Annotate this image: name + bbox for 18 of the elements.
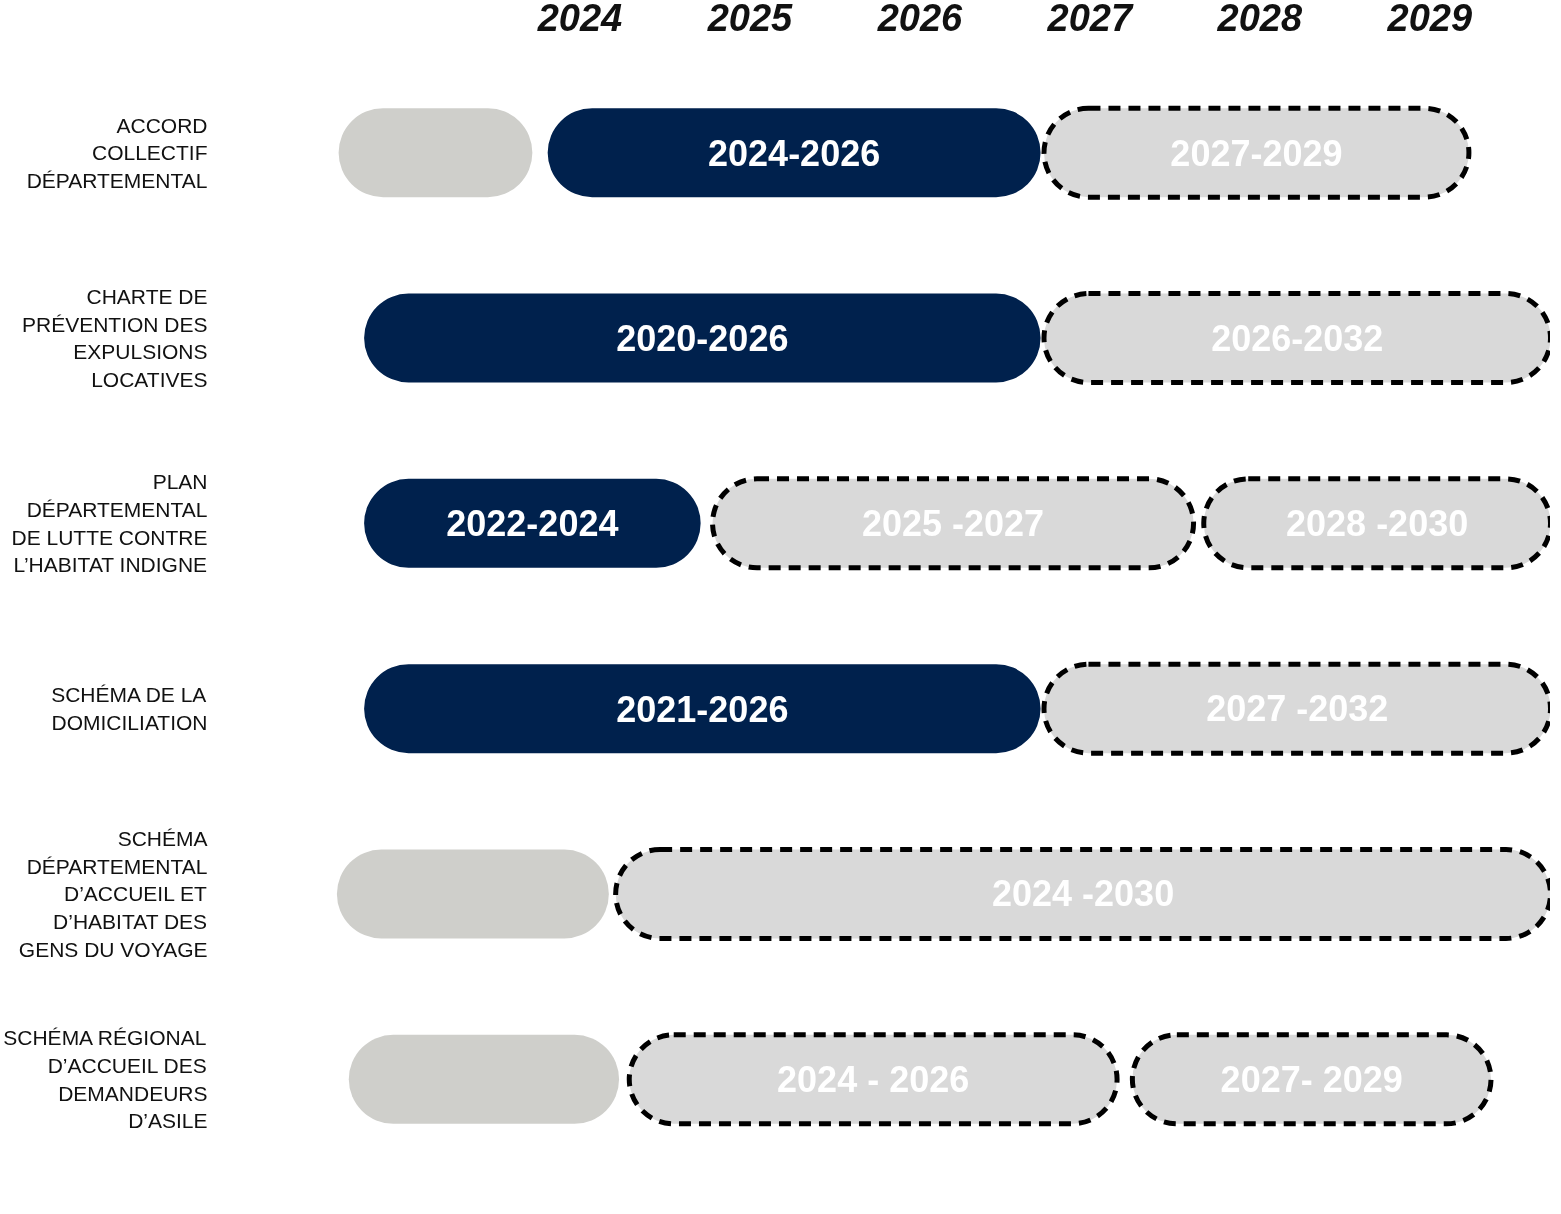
x-tick-label: 2027 <box>1046 0 1135 39</box>
annotation: 2022-2024 <box>446 503 619 545</box>
annotation: 2024-2026 <box>708 132 881 174</box>
bar <box>364 478 701 568</box>
x-tick-label: 2024 <box>536 0 623 39</box>
y-tick-label: SCHÉMA RÉGIONAL D’ACCUEIL DES DEMANDEURS D’ASILE <box>3 1026 208 1133</box>
y-tick-label: SCHÉMA DE LA DOMICILIATION <box>51 683 208 734</box>
bar <box>364 293 1041 383</box>
annotation: 2021-2026 <box>616 688 789 730</box>
x-tick-label: 2025 <box>706 0 794 39</box>
y-tick-label: PLAN DÉPARTEMENTAL DE LUTTE CONTRE L’HABITAT INDIGNE <box>11 470 208 577</box>
y-tick-label: ACCORD COLLECTIF DÉPARTEMENTAL <box>26 113 208 192</box>
x-tick-label: 2028 <box>1216 0 1303 39</box>
x-tick-label: 2029 <box>1386 0 1473 39</box>
y-tick-label: CHARTE DE PRÉVENTION DES EXPULSIONS LOCATIVES <box>21 285 208 391</box>
x-tick-label: 2026 <box>876 0 964 39</box>
annotation: 2020-2026 <box>616 318 789 360</box>
y-tick-label: SCHÉMA DÉPARTEMENTAL D’ACCUEIL ET D’HABITAT DES GENS DU VOYAGE <box>18 827 208 961</box>
